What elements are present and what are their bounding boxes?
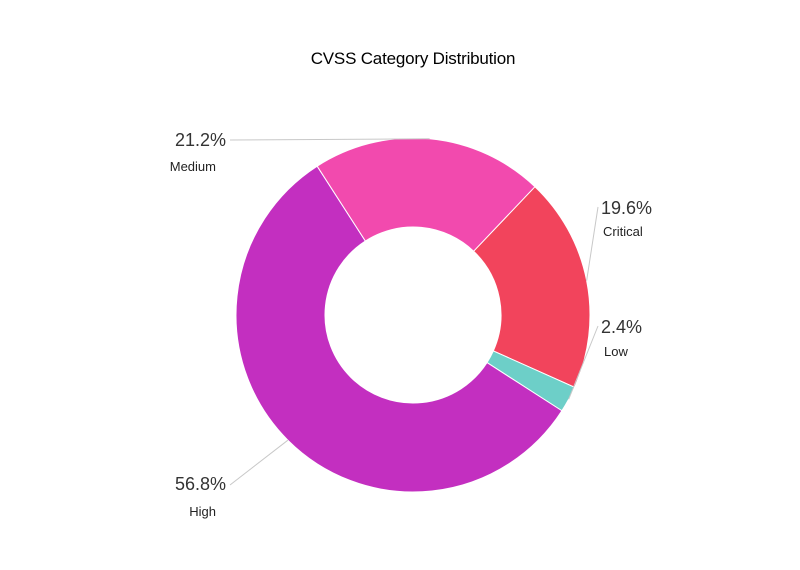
percent-label-low: 2.4% bbox=[601, 317, 642, 337]
chart-title: CVSS Category Distribution bbox=[311, 49, 516, 68]
slice-medium[interactable] bbox=[316, 137, 536, 252]
slices-layer bbox=[235, 137, 591, 493]
percent-label-critical: 19.6% bbox=[601, 198, 652, 218]
slice-critical[interactable] bbox=[472, 185, 591, 388]
category-label-high: High bbox=[189, 504, 216, 519]
leader-line-medium bbox=[229, 138, 430, 141]
percent-label-medium: 21.2% bbox=[175, 130, 226, 150]
slice-high[interactable] bbox=[235, 165, 563, 493]
leader-line-low bbox=[568, 325, 599, 400]
category-label-critical: Critical bbox=[603, 224, 643, 239]
labels-layer: 19.6% Critical 2.4% Low 56.8% High 21.2% Medium bbox=[170, 130, 652, 519]
category-label-medium: Medium bbox=[170, 159, 216, 174]
percent-label-high: 56.8% bbox=[175, 474, 226, 494]
category-label-low: Low bbox=[604, 344, 628, 359]
leader-line-high bbox=[229, 439, 289, 486]
leader-line-critical bbox=[586, 206, 599, 281]
